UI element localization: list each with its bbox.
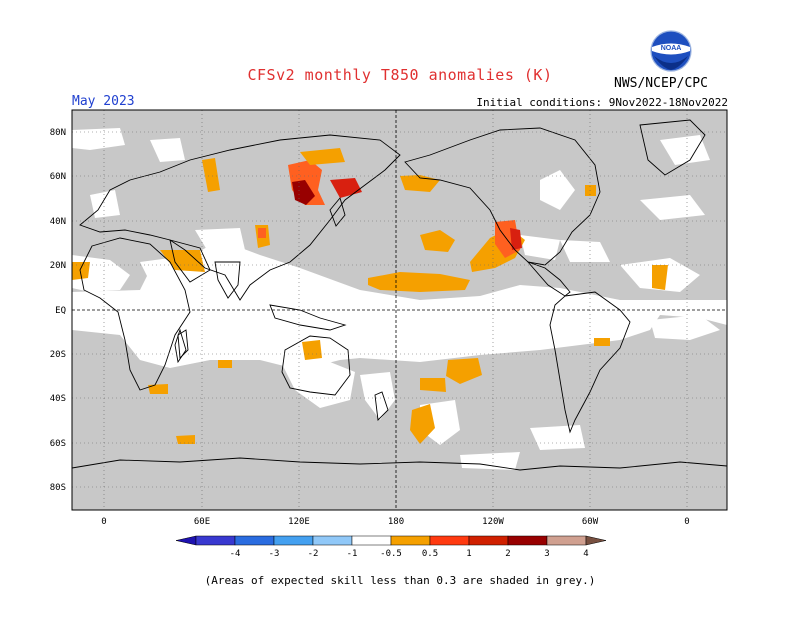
lat-label: 20N (50, 261, 66, 271)
map-frame (71, 109, 728, 511)
lat-label: 40N (50, 217, 66, 227)
anomaly-regions (72, 148, 668, 444)
legend-label: -0.5 (380, 549, 402, 559)
lat-label: 20S (50, 350, 66, 360)
legend-swatch (390, 535, 431, 546)
lat-label: 80N (50, 128, 66, 138)
legend-label: 4 (583, 549, 588, 559)
skill-footnote: (Areas of expected skill less than 0.3 a… (204, 574, 596, 587)
lon-label: 180 (388, 517, 404, 527)
legend-swatch (546, 535, 587, 546)
legend-label: 3 (544, 549, 549, 559)
legend-swatch (429, 535, 470, 546)
legend-label: 1 (466, 549, 471, 559)
lon-label: 120E (288, 517, 310, 527)
lon-label: 60W (582, 517, 599, 527)
legend-swatch (234, 535, 275, 546)
legend-arrow-high (585, 535, 607, 546)
lat-axis: 80N 60N 40N 20N EQ 20S 40S 60S 80S (50, 128, 66, 493)
lon-label: 0 (684, 517, 689, 527)
forecast-month: May 2023 (72, 94, 135, 109)
legend-arrow-low (175, 535, 197, 546)
lon-label: 0 (101, 517, 106, 527)
coastlines (71, 119, 728, 471)
map-title: CFSv2 monthly T850 anomalies (K) (247, 66, 553, 84)
legend-swatch (312, 535, 353, 546)
equator-dateline (72, 110, 727, 510)
lat-label: 60S (50, 439, 66, 449)
lat-label: 60N (50, 172, 66, 182)
initial-conditions: Initial conditions: 9Nov2022-18Nov2022 (476, 96, 728, 109)
legend-label: -4 (230, 549, 241, 559)
legend-swatch (507, 535, 548, 546)
lat-label: 80S (50, 483, 66, 493)
legend-swatch (195, 535, 236, 546)
lon-label: 60E (194, 517, 210, 527)
lat-label: EQ (55, 306, 66, 316)
lon-axis: 0 60E 120E 180 120W 60W 0 (101, 517, 689, 527)
legend-swatch (468, 535, 509, 546)
lon-label: 120W (482, 517, 504, 527)
lat-label: 40S (50, 394, 66, 404)
legend-swatch (273, 535, 314, 546)
noaa-logo: NOAA (650, 30, 692, 72)
skill-regions (72, 128, 727, 470)
color-legend: -4 -3 -2 -1 -0.5 0.5 1 2 3 4 (175, 535, 607, 559)
legend-label: 2 (505, 549, 510, 559)
legend-label: 0.5 (422, 549, 438, 559)
legend-label: -3 (269, 549, 280, 559)
logo-text: NOAA (661, 45, 682, 52)
legend-label: -2 (308, 549, 319, 559)
legend-swatch (351, 535, 392, 546)
legend-label: -1 (347, 549, 358, 559)
agency-label: NWS/NCEP/CPC (614, 76, 708, 91)
